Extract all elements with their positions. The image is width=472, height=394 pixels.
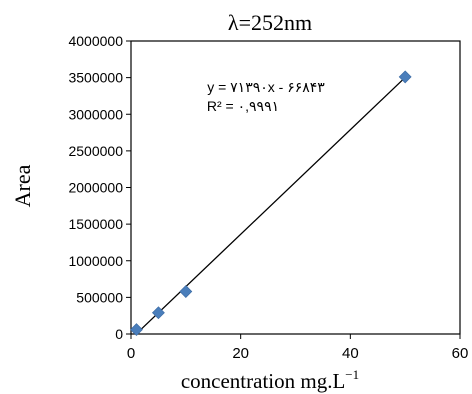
y-tick-label: 2000000 xyxy=(68,180,123,196)
y-tick-label: 1500000 xyxy=(68,216,123,232)
y-tick-label: 3500000 xyxy=(68,70,123,86)
y-axis-ticks: 0 500000 1000000 1500000 2000000 2500000 30000… xyxy=(68,33,131,342)
x-tick-label: 20 xyxy=(232,345,249,362)
x-axis-ticks: 0 20 40 60 xyxy=(127,334,469,362)
data-point xyxy=(398,70,412,84)
y-tick-label: 3000000 xyxy=(68,106,123,122)
y-axis-label: Area xyxy=(10,164,35,207)
trendline-equation: y = ۷۱۳۹۰x - ۶۶۸۴۳ xyxy=(207,79,325,95)
x-axis-label: concentration mg.L−1 xyxy=(181,367,359,393)
x-axis-label-text: concentration mg.L xyxy=(181,369,345,393)
x-tick-label: 0 xyxy=(127,345,135,362)
data-points xyxy=(130,70,412,337)
y-tick-label: 500000 xyxy=(76,289,123,305)
trendline-r-squared: R² = ۰,۹۹۹۱ xyxy=(207,98,279,114)
data-point xyxy=(151,306,165,320)
trendline xyxy=(136,76,406,335)
x-axis-label-superscript: −1 xyxy=(345,367,359,382)
chart-title: λ=252nm xyxy=(228,10,312,35)
y-tick-label: 0 xyxy=(115,326,123,342)
y-tick-label: 4000000 xyxy=(68,33,123,49)
x-tick-label: 60 xyxy=(452,345,469,362)
data-point xyxy=(130,323,143,337)
y-tick-label: 1000000 xyxy=(68,253,123,269)
data-point xyxy=(179,285,193,298)
y-tick-label: 2500000 xyxy=(68,143,123,159)
x-tick-label: 40 xyxy=(342,345,359,362)
